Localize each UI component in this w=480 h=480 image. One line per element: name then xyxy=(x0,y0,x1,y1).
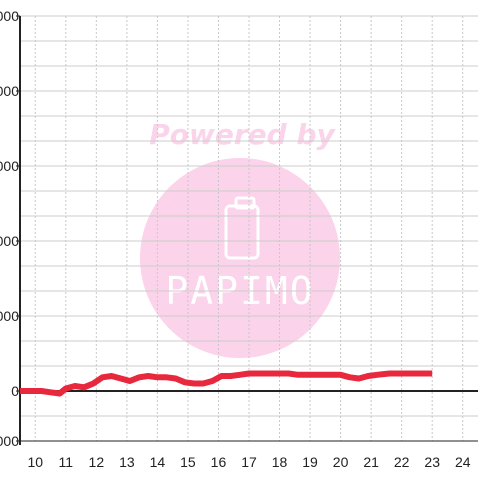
watermark-tagline: Powered by xyxy=(149,118,336,151)
y-tick-label: 120,000 xyxy=(0,83,19,99)
y-tick-label: 150,000 xyxy=(0,8,19,24)
axes xyxy=(16,15,478,445)
x-tick-label: 10 xyxy=(27,454,43,470)
grid xyxy=(20,15,478,442)
x-tick-label: 12 xyxy=(89,454,105,470)
x-tick-label: 11 xyxy=(59,454,74,470)
x-tick-label: 18 xyxy=(272,454,288,470)
y-tick-label: -20,000 xyxy=(0,433,19,449)
x-tick-label: 23 xyxy=(424,454,440,470)
x-tick-label: 21 xyxy=(363,454,379,470)
x-tick-label: 14 xyxy=(150,454,166,470)
y-tick-label: 0 xyxy=(11,383,19,399)
x-tick-label: 22 xyxy=(394,454,410,470)
x-tick-label: 15 xyxy=(180,454,196,470)
x-tick-label: 17 xyxy=(241,454,257,470)
series-line xyxy=(20,370,433,397)
x-tick-label: 20 xyxy=(333,454,349,470)
series-layer xyxy=(20,370,433,397)
watermark: Powered by PAPIMO xyxy=(140,118,340,358)
x-tick-label: 13 xyxy=(119,454,135,470)
x-tick-labels: 10 11 12 13 14 15 16 17 18 19 20 21 22 23 24 xyxy=(27,454,470,470)
y-tick-label: 30,000 xyxy=(0,308,19,324)
x-tick-label: 24 xyxy=(455,454,471,470)
x-tick-label: 19 xyxy=(302,454,318,470)
phone-icon xyxy=(224,196,260,260)
y-tick-labels: 150,000 120,000 90,000 60,000 30,000 0 -20,000 xyxy=(0,8,19,449)
x-tick-label: 16 xyxy=(211,454,227,470)
y-tick-label: 60,000 xyxy=(0,233,19,249)
y-tick-label: 90,000 xyxy=(0,158,19,174)
